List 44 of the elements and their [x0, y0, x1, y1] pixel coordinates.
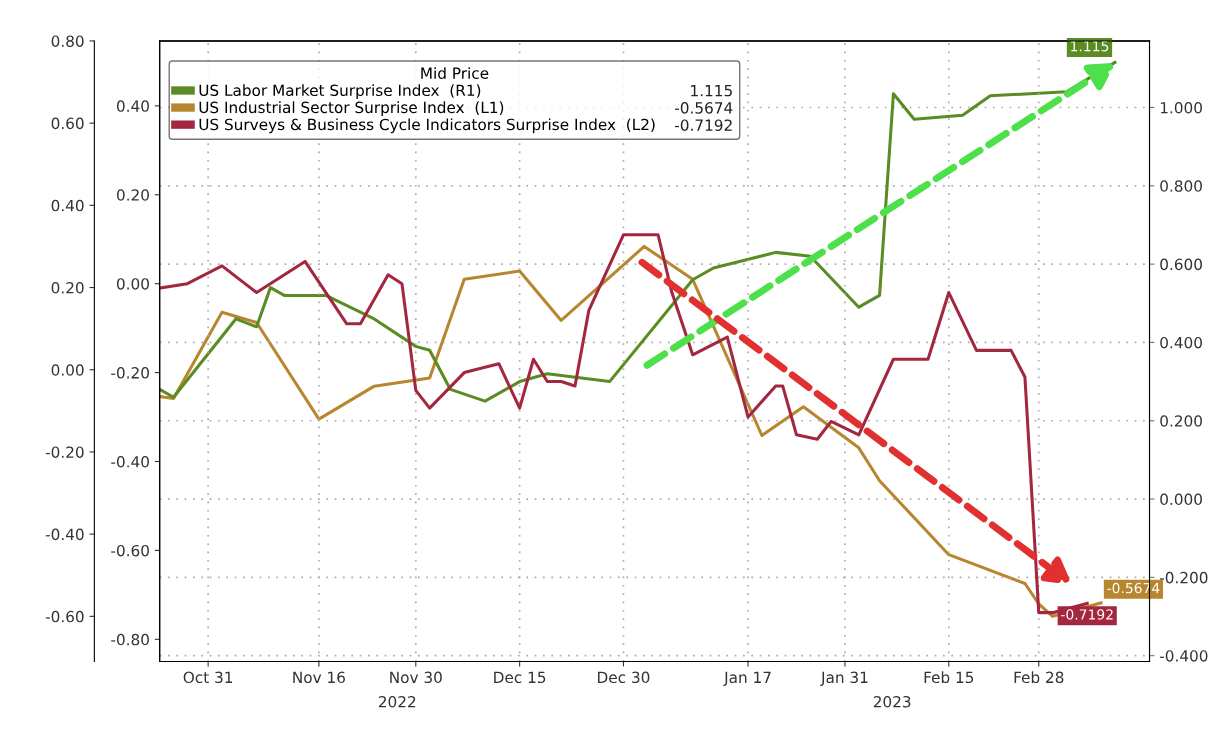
y-tick-label: 0.00: [116, 278, 149, 290]
y-tick-label: -0.20: [111, 367, 149, 379]
y3-tick-label: -0.40: [45, 528, 84, 541]
x-tick-label: Jan 17: [723, 671, 771, 686]
y3-tick-label: 0.80: [51, 35, 84, 47]
legend-title: Mid Price: [421, 67, 489, 79]
y-tick-label: -0.80: [111, 633, 149, 646]
text: 2022: [378, 695, 416, 708]
data-label: -0.7192: [1061, 609, 1113, 620]
legend-label: US Industrial Sector Surprise Index (L1): [199, 101, 504, 117]
x-tick-label: Jan 31: [820, 671, 868, 686]
text: 2023: [873, 695, 911, 708]
x-tick-label: Dec 15: [494, 671, 546, 684]
y2-tick-label: 0.400: [1160, 336, 1202, 349]
legend-label: US Labor Market Surprise Index (R1): [199, 84, 481, 100]
x-tick-label: Dec 30: [598, 671, 650, 684]
x-tick-label: Nov 30: [390, 671, 442, 684]
data-label: 1.115: [1071, 41, 1109, 52]
y2-tick-label: 0.800: [1160, 180, 1202, 192]
legend-label: US Surveys & Business Cycle Indicators Surprise Index (L2): [199, 118, 655, 134]
x-tick-label: Feb 15: [924, 671, 974, 684]
y3-tick-label: 0.00: [51, 364, 84, 376]
y2-tick-label: 0.200: [1160, 415, 1202, 427]
y3-tick-label: -0.60: [45, 610, 84, 623]
y2-tick-label: 1.000: [1160, 101, 1202, 114]
y2-tick-label: 0.000: [1160, 493, 1202, 506]
y3-tick-label: 0.20: [51, 282, 84, 294]
x-tick-label: Nov 16: [293, 671, 345, 684]
y-tick-label: 0.20: [116, 189, 149, 201]
x-tick-label: Feb 28: [1014, 671, 1064, 684]
y2-tick-label: -0.400: [1159, 650, 1208, 662]
y-tick-label: 0.40: [116, 100, 149, 112]
y2-tick-label: 0.600: [1160, 258, 1202, 271]
x-tick-label: Oct 31: [183, 671, 233, 684]
y3-tick-label: 0.60: [51, 117, 84, 130]
line-series: [159, 60, 1117, 403]
y2-tick-label: -0.200: [1159, 571, 1208, 584]
y3-tick-label: -0.20: [45, 446, 84, 458]
text: 1.115: [691, 85, 732, 97]
y-tick-label: -0.60: [111, 544, 149, 557]
y3-tick-label: 0.40: [51, 199, 84, 212]
text: -0.5674: [675, 102, 733, 114]
y-tick-label: -0.40: [111, 455, 149, 468]
text: -0.7192: [675, 119, 732, 131]
